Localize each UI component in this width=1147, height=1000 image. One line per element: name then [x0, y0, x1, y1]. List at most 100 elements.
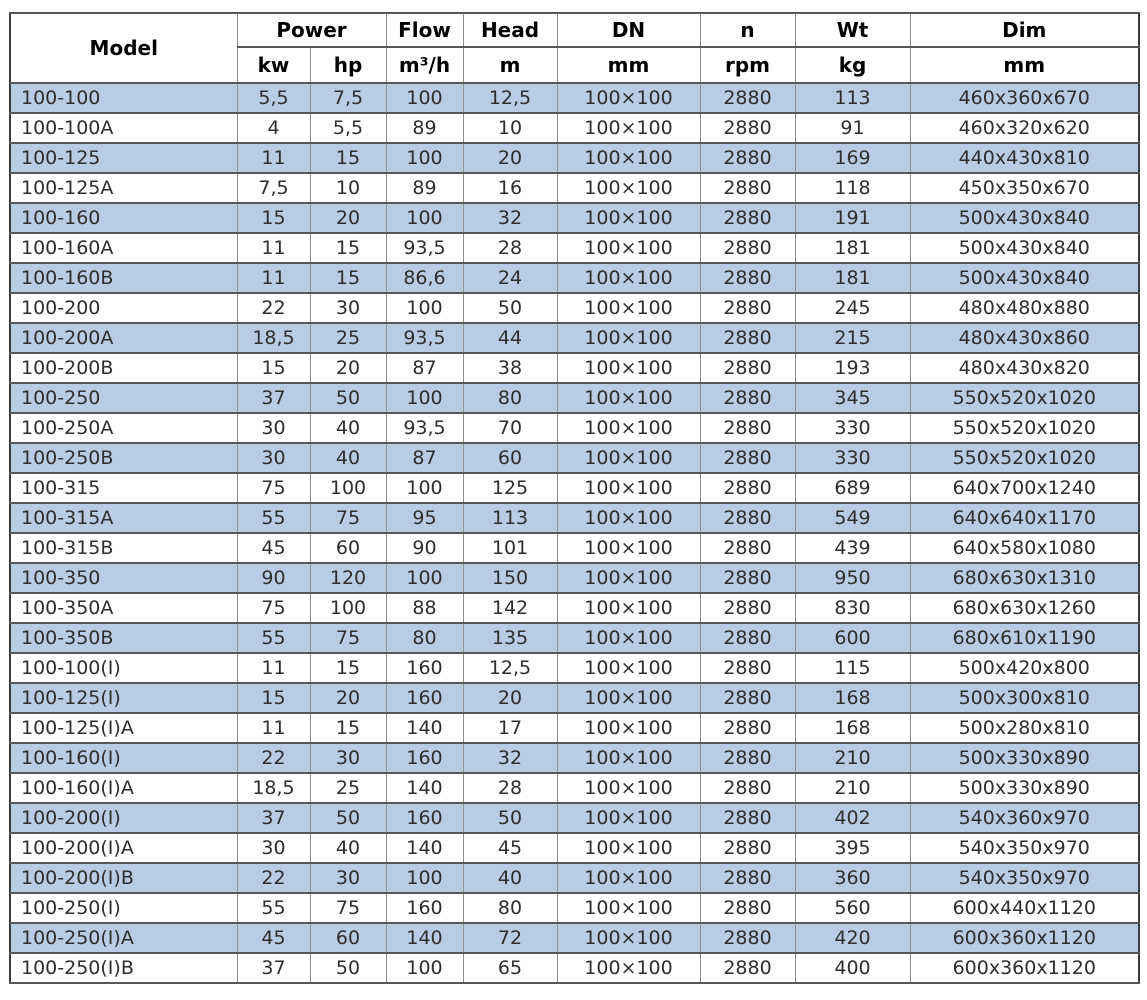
cell-rpm: 2880: [699, 142, 796, 174]
cell-power-kw: 15: [236, 352, 311, 384]
cell-model: 100-125(I): [9, 682, 238, 714]
table-row: 100-250(I) 55 75 160 80 100×100 2880 560…: [9, 892, 1140, 924]
cell-model: 100-250(I)A: [9, 922, 238, 954]
cell-weight: 215: [794, 322, 911, 354]
cell-rpm: 2880: [699, 262, 796, 294]
table-row: 100-160 15 20 100 32 100×100 2880 191 50…: [9, 202, 1140, 234]
cell-flow: 100: [385, 142, 464, 174]
cell-power-kw: 55: [236, 892, 311, 924]
cell-dimensions: 500x330x890: [909, 772, 1140, 804]
cell-dn: 100×100: [556, 952, 701, 984]
cell-dn: 100×100: [556, 862, 701, 894]
cell-head: 24: [462, 262, 558, 294]
cell-model: 100-125A: [9, 172, 238, 204]
cell-power-hp: 15: [309, 142, 387, 174]
cell-power-kw: 30: [236, 832, 311, 864]
col-header-dn: DN: [556, 12, 701, 48]
cell-head: 28: [462, 772, 558, 804]
cell-power-hp: 15: [309, 652, 387, 684]
cell-head: 20: [462, 682, 558, 714]
cell-weight: 330: [794, 442, 911, 474]
cell-dimensions: 640x580x1080: [909, 532, 1140, 564]
cell-power-kw: 22: [236, 862, 311, 894]
table-row: 100-100(I) 11 15 160 12,5 100×100 2880 1…: [9, 652, 1140, 684]
cell-weight: 549: [794, 502, 911, 534]
cell-rpm: 2880: [699, 922, 796, 954]
cell-power-kw: 37: [236, 952, 311, 984]
cell-flow: 86,6: [385, 262, 464, 294]
cell-dn: 100×100: [556, 652, 701, 684]
cell-head: 50: [462, 802, 558, 834]
cell-model: 100-160(I): [9, 742, 238, 774]
cell-model: 100-125(I)A: [9, 712, 238, 744]
cell-dn: 100×100: [556, 832, 701, 864]
cell-power-kw: 4: [236, 112, 311, 144]
cell-power-hp: 75: [309, 892, 387, 924]
cell-model: 100-160B: [9, 262, 238, 294]
cell-dimensions: 500x280x810: [909, 712, 1140, 744]
cell-head: 142: [462, 592, 558, 624]
cell-dn: 100×100: [556, 352, 701, 384]
cell-flow: 95: [385, 502, 464, 534]
cell-power-kw: 55: [236, 622, 311, 654]
cell-dn: 100×100: [556, 892, 701, 924]
cell-flow: 100: [385, 862, 464, 894]
cell-weight: 191: [794, 202, 911, 234]
cell-head: 10: [462, 112, 558, 144]
cell-power-kw: 22: [236, 292, 311, 324]
cell-dimensions: 500x300x810: [909, 682, 1140, 714]
cell-flow: 87: [385, 442, 464, 474]
cell-weight: 830: [794, 592, 911, 624]
cell-power-kw: 75: [236, 592, 311, 624]
cell-model: 100-315: [9, 472, 238, 504]
cell-power-kw: 11: [236, 712, 311, 744]
unit-header-flow: m³/h: [385, 46, 464, 84]
cell-head: 70: [462, 412, 558, 444]
cell-dn: 100×100: [556, 592, 701, 624]
cell-flow: 93,5: [385, 412, 464, 444]
cell-dn: 100×100: [556, 742, 701, 774]
table-row: 100-315B 45 60 90 101 100×100 2880 439 6…: [9, 532, 1140, 564]
table-row: 100-250(I)A 45 60 140 72 100×100 2880 42…: [9, 922, 1140, 954]
cell-head: 150: [462, 562, 558, 594]
cell-dimensions: 600x360x1120: [909, 952, 1140, 984]
cell-power-kw: 15: [236, 202, 311, 234]
table-row: 100-160(I)A 18,5 25 140 28 100×100 2880 …: [9, 772, 1140, 804]
cell-dn: 100×100: [556, 562, 701, 594]
col-header-n: n: [699, 12, 796, 48]
cell-head: 12,5: [462, 652, 558, 684]
cell-dn: 100×100: [556, 802, 701, 834]
cell-rpm: 2880: [699, 412, 796, 444]
cell-power-hp: 60: [309, 532, 387, 564]
cell-flow: 89: [385, 172, 464, 204]
table-row: 100-160(I) 22 30 160 32 100×100 2880 210…: [9, 742, 1140, 774]
cell-dimensions: 450x350x670: [909, 172, 1140, 204]
cell-flow: 160: [385, 682, 464, 714]
cell-power-hp: 75: [309, 502, 387, 534]
cell-weight: 345: [794, 382, 911, 414]
cell-power-hp: 50: [309, 952, 387, 984]
cell-power-hp: 120: [309, 562, 387, 594]
cell-dimensions: 440x430x810: [909, 142, 1140, 174]
cell-model: 100-200(I)A: [9, 832, 238, 864]
cell-weight: 560: [794, 892, 911, 924]
cell-flow: 100: [385, 382, 464, 414]
cell-head: 20: [462, 142, 558, 174]
cell-head: 113: [462, 502, 558, 534]
col-header-power: Power: [236, 12, 387, 48]
cell-dn: 100×100: [556, 442, 701, 474]
cell-rpm: 2880: [699, 892, 796, 924]
cell-weight: 420: [794, 922, 911, 954]
cell-flow: 89: [385, 112, 464, 144]
cell-model: 100-350B: [9, 622, 238, 654]
cell-power-kw: 90: [236, 562, 311, 594]
cell-head: 101: [462, 532, 558, 564]
cell-dn: 100×100: [556, 922, 701, 954]
cell-power-kw: 18,5: [236, 322, 311, 354]
cell-power-hp: 60: [309, 922, 387, 954]
table-row: 100-350 90 120 100 150 100×100 2880 950 …: [9, 562, 1140, 594]
cell-weight: 395: [794, 832, 911, 864]
cell-weight: 210: [794, 742, 911, 774]
cell-weight: 689: [794, 472, 911, 504]
cell-power-hp: 100: [309, 592, 387, 624]
